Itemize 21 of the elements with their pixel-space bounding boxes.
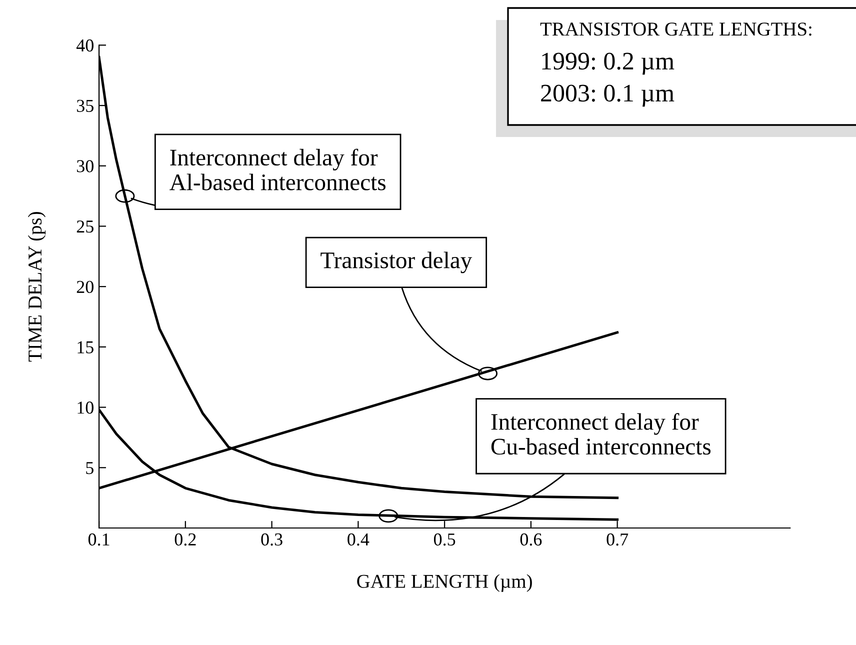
x-tick-label: 0.6 (520, 533, 542, 546)
annotation: Interconnect delay for Cu-based interconnects (491, 413, 711, 455)
y-tick-label: 20 (76, 280, 94, 294)
y-tick-label: 30 (76, 160, 94, 172)
y-tick-label: 35 (76, 100, 94, 112)
y-tick-label: 10 (78, 402, 94, 414)
x-tick-label: 0.7 (606, 533, 628, 546)
x-tick-label: 0.1 (88, 533, 110, 546)
annotation: Interconnect delay for Al-based interconnects (170, 148, 386, 190)
y-axis-title: TIME DELAY (ps) (28, 212, 46, 362)
annotation: TRANSISTOR GATE LENGTHS: 1999: 0.2 µm 2003: 0.1 µm (540, 22, 812, 107)
x-tick-label: 0.3 (261, 533, 282, 546)
x-tick-label: 0.4 (348, 533, 370, 546)
y-tick-label: 40 (76, 39, 94, 52)
y-tick-label: 5 (86, 462, 94, 474)
y-tick-label: 15 (78, 341, 94, 354)
x-tick-label: 0.5 (434, 533, 456, 546)
y-tick-label: 25 (76, 220, 94, 233)
x-axis-title: GATE LENGTH (µm) (357, 574, 532, 592)
x-tick-label: 0.2 (174, 533, 196, 546)
annotation: Transistor delay (320, 252, 472, 274)
